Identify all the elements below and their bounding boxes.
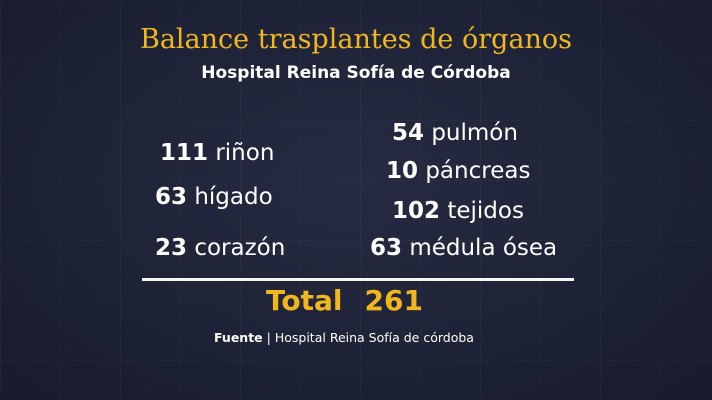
stat-value: 23 xyxy=(155,235,188,261)
stat-label: médula ósea xyxy=(409,235,558,261)
stat-tejidos: 102 tejidos xyxy=(392,198,524,224)
stat-label: corazón xyxy=(194,235,286,261)
total-value: 261 xyxy=(364,284,423,317)
stat-corazon: 23 corazón xyxy=(155,235,285,261)
stat-medula: 63 médula ósea xyxy=(370,235,557,261)
stat-label: riñon xyxy=(215,140,275,166)
total-label: Total xyxy=(266,284,343,317)
title: Balance trasplantes de órganos xyxy=(139,24,572,55)
stat-value: 63 xyxy=(155,184,188,210)
stat-value: 102 xyxy=(392,198,441,224)
stat-value: 10 xyxy=(386,158,419,184)
stat-rinon: 111 riñon xyxy=(160,140,274,166)
subtitle: Hospital Reina Sofía de Córdoba xyxy=(201,63,511,83)
stat-label: pulmón xyxy=(431,120,518,146)
stat-value: 63 xyxy=(370,235,403,261)
stat-pulmon: 54 pulmón xyxy=(392,120,518,146)
stat-label: páncreas xyxy=(425,158,531,184)
divider xyxy=(142,278,574,281)
source-label: Fuente xyxy=(214,330,263,345)
source-separator: | xyxy=(266,330,271,345)
stat-pancreas: 10 páncreas xyxy=(386,158,530,184)
stat-label: hígado xyxy=(194,184,273,210)
stat-value: 111 xyxy=(160,140,209,166)
stat-higado: 63 hígado xyxy=(155,184,273,210)
source: Fuente | Hospital Reina Sofía de córdoba xyxy=(214,330,474,345)
stat-label: tejidos xyxy=(447,198,524,224)
total: Total 261 xyxy=(266,284,423,317)
source-text: Hospital Reina Sofía de córdoba xyxy=(274,330,474,345)
stat-value: 54 xyxy=(392,120,425,146)
